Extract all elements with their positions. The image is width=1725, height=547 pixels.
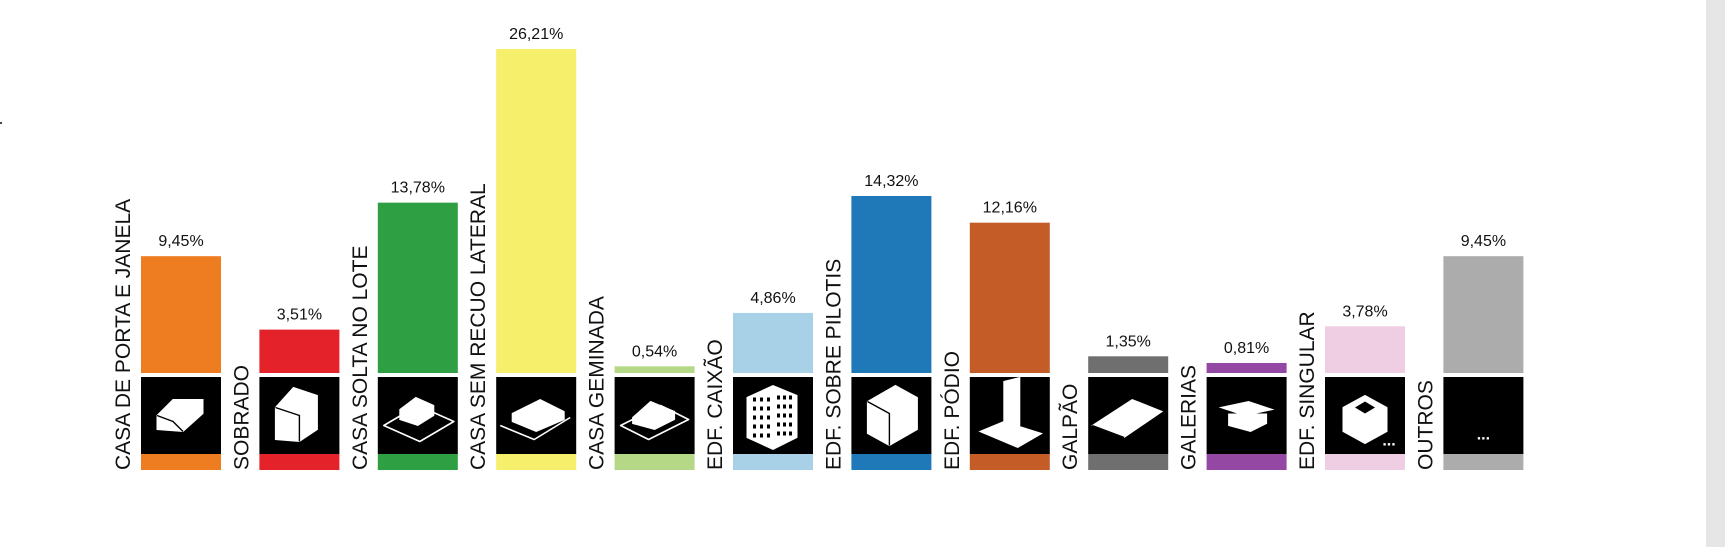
ellipsis-text: ...	[1382, 433, 1395, 450]
category-label: CASA SEM RECUO LATERAL	[467, 183, 490, 470]
semi-detached-house-icon	[619, 400, 690, 441]
value-label: 9,45%	[158, 233, 203, 250]
podium-building-icon	[978, 376, 1044, 449]
category-label: GALPÃO	[1058, 384, 1082, 470]
color-strip	[377, 454, 458, 470]
gallery-icon	[1218, 400, 1275, 433]
shed-icon	[1091, 398, 1164, 439]
value-label: 4,86%	[750, 290, 795, 307]
house-without-side-setback-icon	[499, 398, 571, 441]
others-ellipsis-icon: ...	[1477, 427, 1490, 444]
detached-house-icon	[383, 396, 455, 443]
value-label: 3,51%	[277, 307, 322, 324]
icon-tile	[1443, 377, 1524, 454]
two-storey-house-icon	[274, 386, 318, 443]
box-building-icon	[746, 384, 798, 451]
bar	[1443, 256, 1524, 373]
value-label: 26,21%	[509, 26, 563, 43]
value-label: 0,54%	[632, 343, 677, 360]
bar	[733, 312, 813, 373]
value-label: 9,45%	[1461, 233, 1506, 250]
bar	[1088, 356, 1169, 373]
value-label: 14,32%	[864, 173, 918, 190]
value-label: 3,78%	[1342, 303, 1387, 320]
category-label: CASA GEMINADA	[586, 296, 609, 470]
category-label: EDF. SINGULAR	[1296, 311, 1319, 470]
value-label: 13,78%	[391, 180, 445, 197]
margin-dot	[0, 122, 2, 124]
bar	[377, 202, 458, 373]
category-label: EDF. SOBRE PILOTIS	[822, 259, 845, 470]
building-on-pilotis-icon	[866, 384, 918, 447]
singular-building-icon: ...	[1342, 394, 1396, 450]
value-label: 0,81%	[1224, 340, 1269, 357]
bar	[259, 329, 340, 373]
value-label: 1,35%	[1106, 333, 1151, 350]
color-strip	[1088, 454, 1169, 470]
bar	[614, 366, 695, 373]
category-label: EDF. CAIXÃO	[703, 339, 727, 470]
color-strip	[969, 454, 1050, 470]
bar	[496, 49, 577, 373]
color-strip	[851, 454, 932, 470]
bar	[1206, 362, 1287, 373]
category-label: CASA SOLTA NO LOTE	[349, 246, 372, 470]
color-strip	[496, 454, 577, 470]
color-strip	[259, 454, 340, 470]
bar	[141, 256, 221, 373]
category-label: GALERIAS	[1178, 365, 1201, 470]
house-with-door-and-window-icon	[156, 399, 204, 433]
bar	[1325, 326, 1405, 373]
category-label: EDF. PÓDIO	[941, 351, 964, 470]
color-strip	[1325, 454, 1405, 470]
color-strip	[614, 454, 695, 470]
category-label: SOBRADO	[230, 365, 253, 470]
bar	[851, 195, 932, 373]
category-label: CASA DE PORTA E JANELA	[112, 199, 135, 470]
scrollbar-track	[1706, 0, 1725, 547]
bar	[969, 222, 1050, 373]
ellipsis-text: ...	[1477, 427, 1490, 444]
value-label: 12,16%	[983, 200, 1037, 217]
color-strip	[1206, 454, 1287, 470]
color-strip	[733, 454, 813, 470]
color-strip	[141, 454, 221, 470]
category-label: OUTROS	[1414, 380, 1437, 470]
color-strip	[1443, 454, 1524, 470]
